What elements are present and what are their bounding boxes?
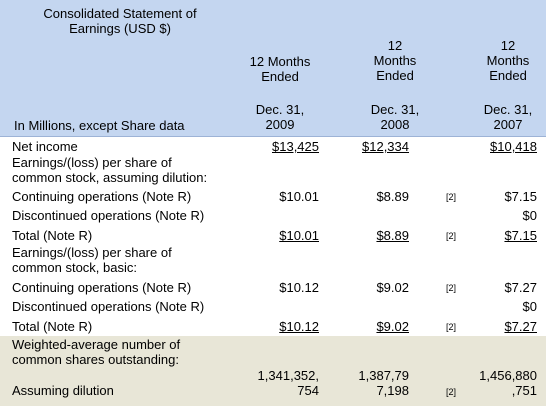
table-title-line1: Consolidated Statement of [43, 6, 197, 21]
value-2007: 1,456,880 ,751 [479, 368, 537, 398]
table-row: Total (Note R) $10.01 $8.89 [2] $7.15 [0, 228, 546, 244]
value-2009: $10.12 [279, 280, 319, 295]
column-date: Dec. 31, [255, 102, 305, 117]
column-date: 2008 [380, 117, 410, 132]
column-date: 2009 [265, 117, 295, 132]
row-label: Total (Note R) [12, 228, 93, 243]
value-2009: $10.01 [279, 228, 319, 243]
footnote-ref[interactable]: [2] [446, 192, 457, 202]
table-row: Assuming dilution 1,341,352, 754 1,387,7… [0, 368, 546, 402]
column-date-2008: Dec. 31, 2008 [350, 102, 440, 132]
value-line2: 7,198 [376, 383, 409, 398]
value-2008: $9.02 [376, 319, 409, 334]
row-label: Weighted-average number of common shares… [12, 337, 180, 367]
value-line1: 1,456,880 [479, 368, 537, 383]
column-period: 12 Months [249, 54, 311, 69]
footnote-ref[interactable]: [2] [446, 231, 457, 241]
value-2007: $0 [522, 299, 537, 314]
row-label: Continuing operations (Note R) [12, 280, 192, 295]
units-note: In Millions, except Share data [14, 118, 185, 133]
section-heading: Earnings/(loss) per share of common stoc… [0, 245, 546, 277]
row-label-line2: common stock, basic: [12, 260, 137, 275]
table-title: Consolidated Statement of Earnings (USD … [30, 6, 210, 36]
row-label-line2: common stock, assuming dilution: [12, 170, 208, 185]
column-date: 2007 [493, 117, 523, 132]
row-label: Assuming dilution [12, 383, 114, 398]
column-date: Dec. 31, [483, 102, 533, 117]
row-label-line1: Earnings/(loss) per share of [12, 155, 172, 170]
value-2007: $10,418 [490, 139, 537, 154]
value-2009: $10.01 [279, 189, 319, 204]
value-2007: $0 [522, 208, 537, 223]
table-row: Net income $13,425 $12,334 $10,418 [0, 139, 546, 155]
table-row: Continuing operations (Note R) $10.12 $9… [0, 280, 546, 296]
table-title-line2: Earnings (USD $) [69, 21, 171, 36]
column-period: Months [373, 53, 417, 68]
column-header-2008: 12 Months Ended [350, 38, 440, 83]
table-row: Discontinued operations (Note R) $0 [0, 208, 546, 224]
row-label: Discontinued operations (Note R) [12, 208, 205, 223]
row-label-line1: Weighted-average number of [12, 337, 181, 352]
value-2008: 1,387,79 7,198 [358, 368, 409, 398]
section-heading: Weighted-average number of common shares… [0, 337, 546, 369]
value-line2: 754 [297, 383, 319, 398]
value-2008: $9.02 [376, 280, 409, 295]
footnote-ref[interactable]: [2] [446, 387, 457, 397]
value-2007: $7.27 [504, 319, 537, 334]
value-2007: $7.15 [504, 228, 537, 243]
shares-section-background [0, 336, 546, 406]
value-2008: $12,334 [362, 139, 409, 154]
column-period: Months [486, 53, 530, 68]
column-period: Ended [261, 69, 299, 84]
column-header-2009: 12 Months Ended [240, 54, 320, 84]
row-label: Continuing operations (Note R) [12, 189, 192, 204]
row-label: Discontinued operations (Note R) [12, 299, 205, 314]
column-period: 12 [387, 38, 403, 53]
row-label-line1: Earnings/(loss) per share of [12, 245, 172, 260]
row-label: Net income [12, 139, 78, 154]
value-2009: 1,341,352, 754 [258, 368, 319, 398]
table-row: Total (Note R) $10.12 $9.02 [2] $7.27 [0, 319, 546, 335]
value-2009: $10.12 [279, 319, 319, 334]
column-date: Dec. 31, [370, 102, 420, 117]
row-label: Total (Note R) [12, 319, 93, 334]
table-header: Consolidated Statement of Earnings (USD … [0, 0, 546, 137]
value-2007: $7.15 [504, 189, 537, 204]
column-period: Ended [489, 68, 527, 83]
row-label: Earnings/(loss) per share of common stoc… [12, 155, 207, 185]
row-label-line2: common shares outstanding: [12, 352, 179, 367]
value-2008: $8.89 [376, 228, 409, 243]
value-line1: 1,387,79 [358, 368, 409, 383]
section-heading: Earnings/(loss) per share of common stoc… [0, 155, 546, 187]
column-period: 12 [500, 38, 516, 53]
footnote-ref[interactable]: [2] [446, 322, 457, 332]
column-header-2007: 12 Months Ended [472, 38, 544, 83]
table-row: Discontinued operations (Note R) $0 [0, 299, 546, 315]
value-2009: $13,425 [272, 139, 319, 154]
value-2008: $8.89 [376, 189, 409, 204]
table-row: Continuing operations (Note R) $10.01 $8… [0, 189, 546, 205]
value-2007: $7.27 [504, 280, 537, 295]
row-label: Earnings/(loss) per share of common stoc… [12, 245, 172, 275]
value-line1: 1,341,352, [257, 368, 319, 383]
column-date-2007: Dec. 31, 2007 [472, 102, 544, 132]
column-period: Ended [376, 68, 414, 83]
footnote-ref[interactable]: [2] [446, 283, 457, 293]
value-line2: ,751 [511, 383, 537, 398]
column-date-2009: Dec. 31, 2009 [240, 102, 320, 132]
